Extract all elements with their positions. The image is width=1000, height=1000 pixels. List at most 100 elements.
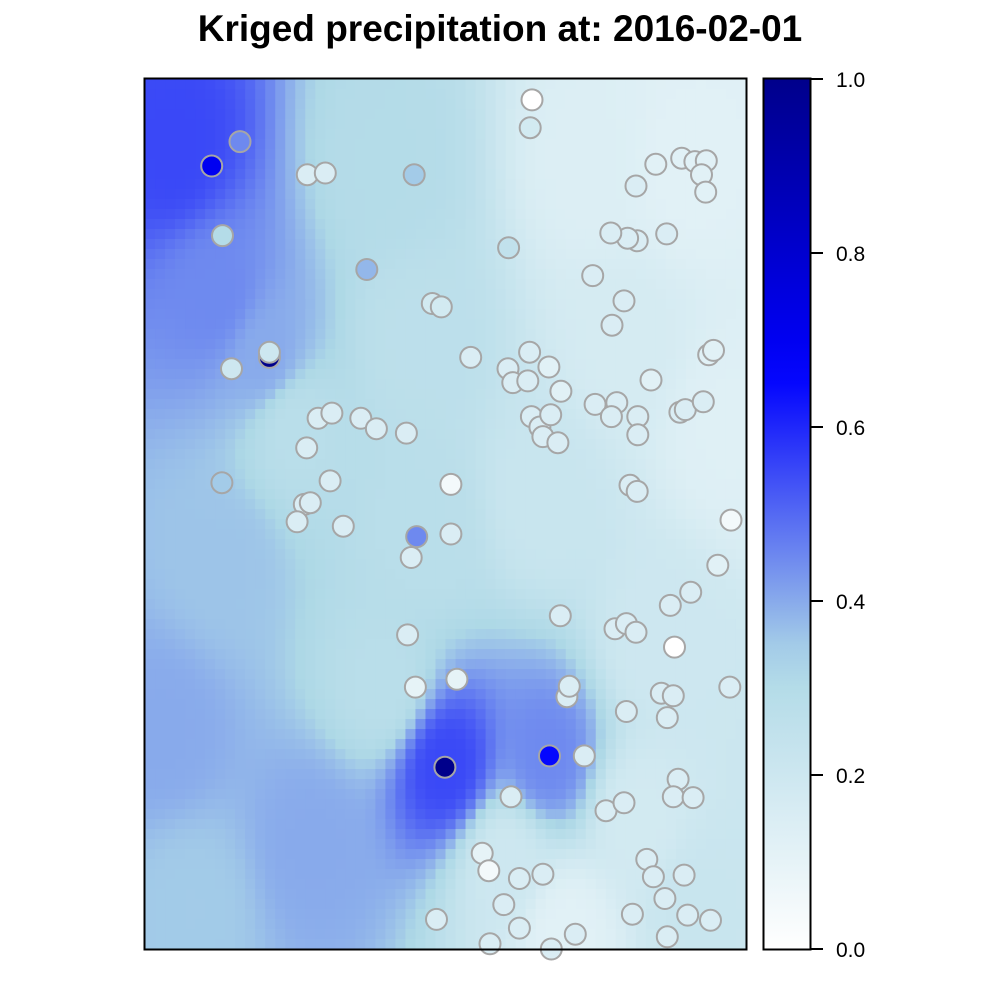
surface-cell: [685, 139, 697, 150]
surface-cell: [385, 649, 397, 660]
surface-cell: [285, 829, 296, 840]
surface-cell: [595, 329, 607, 340]
surface-cell: [315, 789, 326, 800]
surface-cell: [505, 759, 517, 770]
surface-cell: [565, 449, 577, 460]
surface-cell: [695, 709, 707, 720]
surface-cell: [455, 489, 467, 500]
surface-cell: [525, 879, 537, 890]
surface-cell: [665, 129, 677, 140]
surface-cell: [345, 149, 356, 160]
surface-cell: [525, 479, 537, 490]
surface-cell: [345, 369, 356, 380]
surface-cell: [545, 649, 557, 660]
surface-cell: [285, 169, 296, 180]
surface-cell: [385, 119, 397, 130]
surface-cell: [515, 829, 527, 840]
surface-cell: [205, 189, 216, 200]
surface-cell: [185, 489, 196, 500]
surface-cell: [175, 169, 186, 180]
surface-cell: [365, 859, 376, 870]
surface-cell: [635, 549, 647, 560]
surface-cell: [365, 339, 376, 350]
surface-cell: [605, 359, 617, 370]
surface-cell: [155, 309, 166, 320]
surface-cell: [735, 499, 747, 510]
surface-cell: [215, 729, 226, 740]
surface-cell: [325, 519, 336, 530]
surface-cell: [215, 549, 226, 560]
surface-cell: [535, 499, 547, 510]
surface-cell: [715, 609, 727, 620]
surface-cell: [145, 779, 156, 790]
surface-cell: [435, 419, 447, 430]
surface-cell: [185, 599, 196, 610]
surface-cell: [315, 229, 326, 240]
surface-cell: [175, 519, 186, 530]
surface-cell: [335, 669, 346, 680]
surface-cell: [535, 599, 547, 610]
surface-cell: [325, 449, 336, 460]
surface-cell: [485, 369, 497, 380]
surface-cell: [505, 119, 517, 130]
surface-cell: [185, 459, 196, 470]
surface-cell: [335, 789, 346, 800]
surface-cell: [365, 849, 376, 860]
surface-cell: [385, 689, 397, 700]
surface-cell: [415, 219, 427, 230]
surface-cell: [605, 659, 617, 670]
surface-cell: [265, 99, 276, 110]
surface-cell: [595, 129, 607, 140]
surface-cell: [365, 789, 376, 800]
surface-cell: [385, 339, 397, 350]
surface-cell: [175, 819, 186, 830]
surface-cell: [225, 299, 236, 310]
surface-cell: [205, 179, 216, 190]
surface-cell: [315, 899, 326, 910]
surface-cell: [385, 489, 397, 500]
surface-cell: [425, 369, 437, 380]
surface-cell: [405, 729, 417, 740]
surface-cell: [405, 869, 417, 880]
surface-cell: [555, 289, 567, 300]
surface-cell: [625, 309, 637, 320]
surface-cell: [405, 399, 417, 410]
surface-cell: [645, 799, 657, 810]
surface-cell: [285, 229, 296, 240]
surface-cell: [225, 439, 236, 450]
surface-cell: [545, 459, 557, 470]
surface-cell: [155, 839, 166, 850]
surface-cell: [555, 539, 567, 550]
surface-cell: [705, 289, 717, 300]
surface-cell: [285, 909, 296, 920]
surface-cell: [735, 269, 747, 280]
surface-cell: [345, 559, 356, 570]
surface-cell: [145, 389, 156, 400]
surface-cell: [215, 529, 226, 540]
surface-cell: [415, 439, 427, 450]
surface-cell: [495, 599, 507, 610]
surface-cell: [225, 329, 236, 340]
surface-cell: [215, 879, 226, 890]
surface-cell: [725, 589, 737, 600]
surface-cell: [395, 599, 407, 610]
surface-cell: [275, 479, 286, 490]
surface-cell: [705, 759, 717, 770]
surface-cell: [725, 209, 737, 220]
surface-cell: [355, 499, 366, 510]
surface-cell: [535, 559, 547, 570]
surface-cell: [565, 589, 577, 600]
surface-cell: [335, 459, 346, 470]
surface-cell: [435, 889, 447, 900]
surface-cell: [305, 659, 316, 670]
surface-cell: [455, 289, 467, 300]
surface-cell: [375, 699, 386, 710]
surface-cell: [705, 439, 717, 450]
surface-cell: [675, 829, 687, 840]
surface-cell: [345, 489, 356, 500]
surface-cell: [665, 339, 677, 350]
surface-cell: [665, 469, 677, 480]
surface-cell: [175, 839, 186, 850]
surface-cell: [325, 579, 336, 590]
surface-cell: [165, 579, 176, 590]
